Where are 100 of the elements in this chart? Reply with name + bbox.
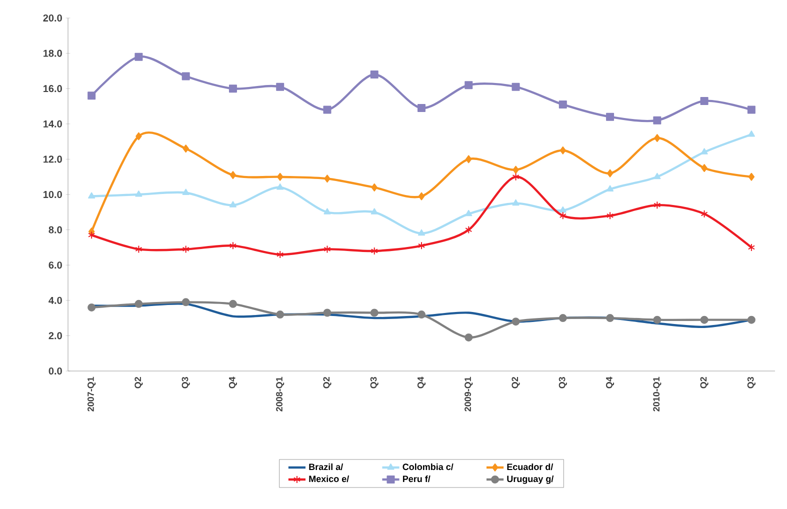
y-tick-label: 2.0 (48, 332, 62, 340)
point (606, 185, 614, 192)
x-tick-label: Q4 (606, 376, 614, 388)
point (370, 246, 378, 255)
point (466, 155, 472, 164)
point (465, 210, 472, 216)
x-tick-label: Q2 (700, 377, 708, 388)
point (134, 300, 143, 308)
point (276, 172, 284, 181)
point (464, 81, 473, 90)
point (228, 300, 237, 308)
point (230, 171, 236, 180)
point (654, 172, 661, 180)
point (370, 308, 378, 317)
point (558, 100, 567, 108)
x-tick-label: 2009-Q1 (464, 376, 473, 412)
point (182, 144, 189, 153)
point (653, 116, 662, 124)
x-tick-label: Q3 (558, 377, 567, 388)
y-tick-label: 20.0 (43, 14, 62, 22)
point (323, 308, 332, 317)
point (324, 245, 331, 254)
point (371, 183, 378, 192)
point (747, 316, 756, 324)
point (512, 82, 520, 91)
legend-label: Peru f/ (402, 475, 430, 482)
point (88, 92, 96, 100)
point (512, 172, 520, 181)
x-tick-label: Q3 (182, 377, 190, 388)
point (228, 84, 237, 93)
point (182, 245, 190, 254)
point (558, 314, 567, 322)
point (276, 310, 284, 319)
x-tick-label: 2010-Q1 (653, 376, 662, 412)
y-tick-label: 12.0 (44, 156, 62, 163)
point (418, 242, 426, 250)
point (748, 172, 755, 181)
x-tick-label: Q2 (323, 377, 332, 388)
point (560, 146, 566, 154)
point (748, 243, 755, 252)
point (654, 201, 661, 210)
x-tick-label: Q2 (512, 377, 520, 388)
legend-label: Colombia c/ (402, 463, 454, 470)
point (88, 192, 96, 199)
point (418, 229, 426, 236)
point (747, 106, 756, 114)
y-tick-label: 16.0 (44, 85, 62, 92)
point (512, 318, 520, 326)
point (512, 199, 520, 206)
point (136, 132, 142, 140)
point (135, 245, 142, 254)
point (464, 333, 473, 342)
point (606, 112, 614, 121)
y-tick-label: 10.0 (44, 190, 62, 198)
point (276, 250, 284, 259)
point (559, 212, 566, 220)
point (229, 242, 236, 250)
point (700, 210, 708, 218)
x-tick-label: Q4 (228, 376, 237, 388)
point (653, 316, 662, 324)
point (182, 72, 190, 80)
point (606, 212, 614, 220)
x-tick-label: Q4 (417, 376, 426, 388)
point (418, 310, 426, 319)
point (700, 96, 708, 105)
point (370, 208, 378, 214)
y-tick-label: 6.0 (48, 262, 62, 269)
point (88, 303, 96, 312)
x-tick-label: 2008-Q1 (276, 376, 284, 412)
point (182, 188, 190, 195)
x-tick-label: Q2 (134, 377, 143, 388)
y-tick-label: 4.0 (48, 296, 62, 304)
x-tick-label: Q3 (747, 377, 756, 388)
y-tick-label: 14.0 (44, 120, 62, 128)
point (512, 166, 519, 174)
x-tick-label: Q3 (370, 377, 378, 388)
point (418, 104, 426, 112)
point (323, 106, 332, 114)
y-tick-label: 8.0 (48, 226, 62, 234)
point (606, 169, 614, 178)
legend-label: Mexico e/ (309, 475, 350, 482)
point (88, 231, 96, 240)
point (606, 314, 614, 322)
point (134, 52, 143, 61)
point (324, 208, 331, 214)
legend-label: Ecuador d/ (507, 463, 554, 470)
point (324, 174, 330, 183)
point (654, 134, 660, 142)
point (700, 148, 708, 154)
point (465, 226, 472, 234)
legend-label: Brazil a/ (309, 463, 344, 470)
point (748, 130, 755, 137)
x-tick-label: 2007-Q1 (88, 376, 96, 412)
y-tick-label: 18.0 (44, 50, 62, 57)
point (229, 201, 236, 208)
point (135, 190, 142, 197)
y-tick-label: 0.0 (48, 367, 62, 375)
legend-label: Uruguay g/ (507, 475, 554, 484)
point (700, 316, 708, 324)
point (559, 206, 566, 213)
